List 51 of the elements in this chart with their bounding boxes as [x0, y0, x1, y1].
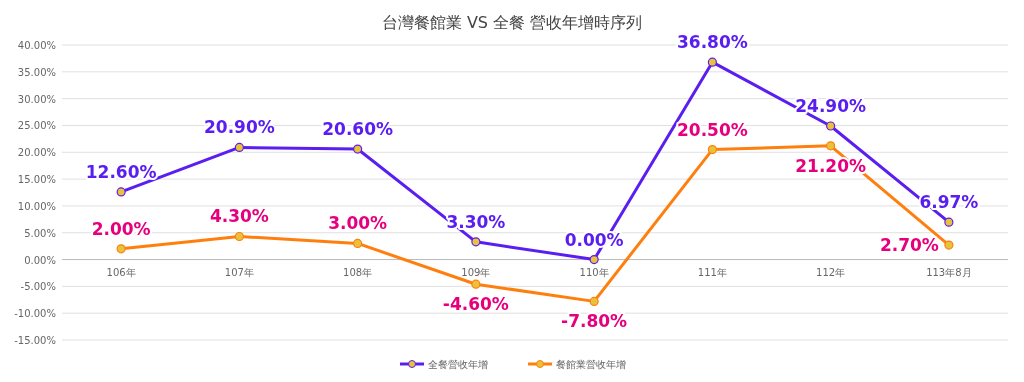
y-tick-label: 15.00%: [17, 174, 56, 186]
data-label: 12.60%: [85, 161, 157, 182]
y-tick-label: -10.00%: [14, 308, 56, 320]
data-label: 20.90%: [203, 117, 275, 138]
point: [471, 237, 481, 247]
y-tick-label: 40.00%: [17, 40, 56, 51]
y-tick-label: -15.00%: [14, 335, 56, 346]
data-label: 4.30%: [209, 206, 269, 227]
x-tick-label: 113年8月: [926, 266, 972, 278]
point: [353, 144, 363, 154]
x-tick-label: 110年: [579, 266, 609, 278]
title: 台灣餐館業 VS 全餐 營收年增時序列: [381, 13, 643, 32]
y-tick-label: 20.00%: [17, 147, 56, 159]
y-tick-label: 10.00%: [17, 200, 56, 212]
data-label: 20.60%: [322, 119, 394, 140]
point: [707, 57, 717, 67]
legend-label: 全餐營收年增: [428, 359, 488, 370]
point: [826, 141, 836, 151]
x-tick-label: 109年: [461, 266, 491, 278]
x-tick-label: 106年: [106, 266, 136, 278]
point: [589, 254, 599, 265]
point: [826, 121, 836, 131]
data-label: 2.70%: [879, 235, 939, 256]
data-label: -7.80%: [561, 311, 628, 332]
point: [116, 187, 126, 197]
y-tick-label: 30.00%: [17, 93, 56, 105]
data-label: 24.90%: [795, 95, 867, 116]
y-tick-label: 5.00%: [24, 227, 56, 239]
x-tick-label: 108年: [343, 266, 373, 278]
point: [353, 238, 363, 249]
y-tick-label: 25.00%: [17, 120, 56, 132]
point: [234, 142, 244, 153]
point: [471, 279, 481, 289]
point: [944, 217, 954, 227]
data-label: 3.00%: [328, 213, 388, 234]
y-tick-label: 35.00%: [17, 66, 56, 78]
data-label: -4.60%: [442, 294, 509, 315]
point: [944, 240, 954, 250]
data-label: 20.50%: [676, 119, 748, 140]
point: [234, 231, 244, 242]
point: [116, 244, 126, 254]
x-tick-label: 107年: [224, 266, 254, 278]
point: [589, 296, 599, 306]
legend-label: 餐館業營收年增: [556, 359, 626, 370]
x-tick-label: 111年: [697, 266, 727, 278]
data-label: 36.80%: [676, 32, 748, 53]
x-tick-label: 112年: [816, 266, 846, 278]
y-tick-label: -5.00%: [20, 281, 56, 293]
data-label: 2.00%: [91, 218, 151, 239]
y-tick-label: 0.00%: [24, 254, 56, 266]
point: [707, 144, 717, 155]
